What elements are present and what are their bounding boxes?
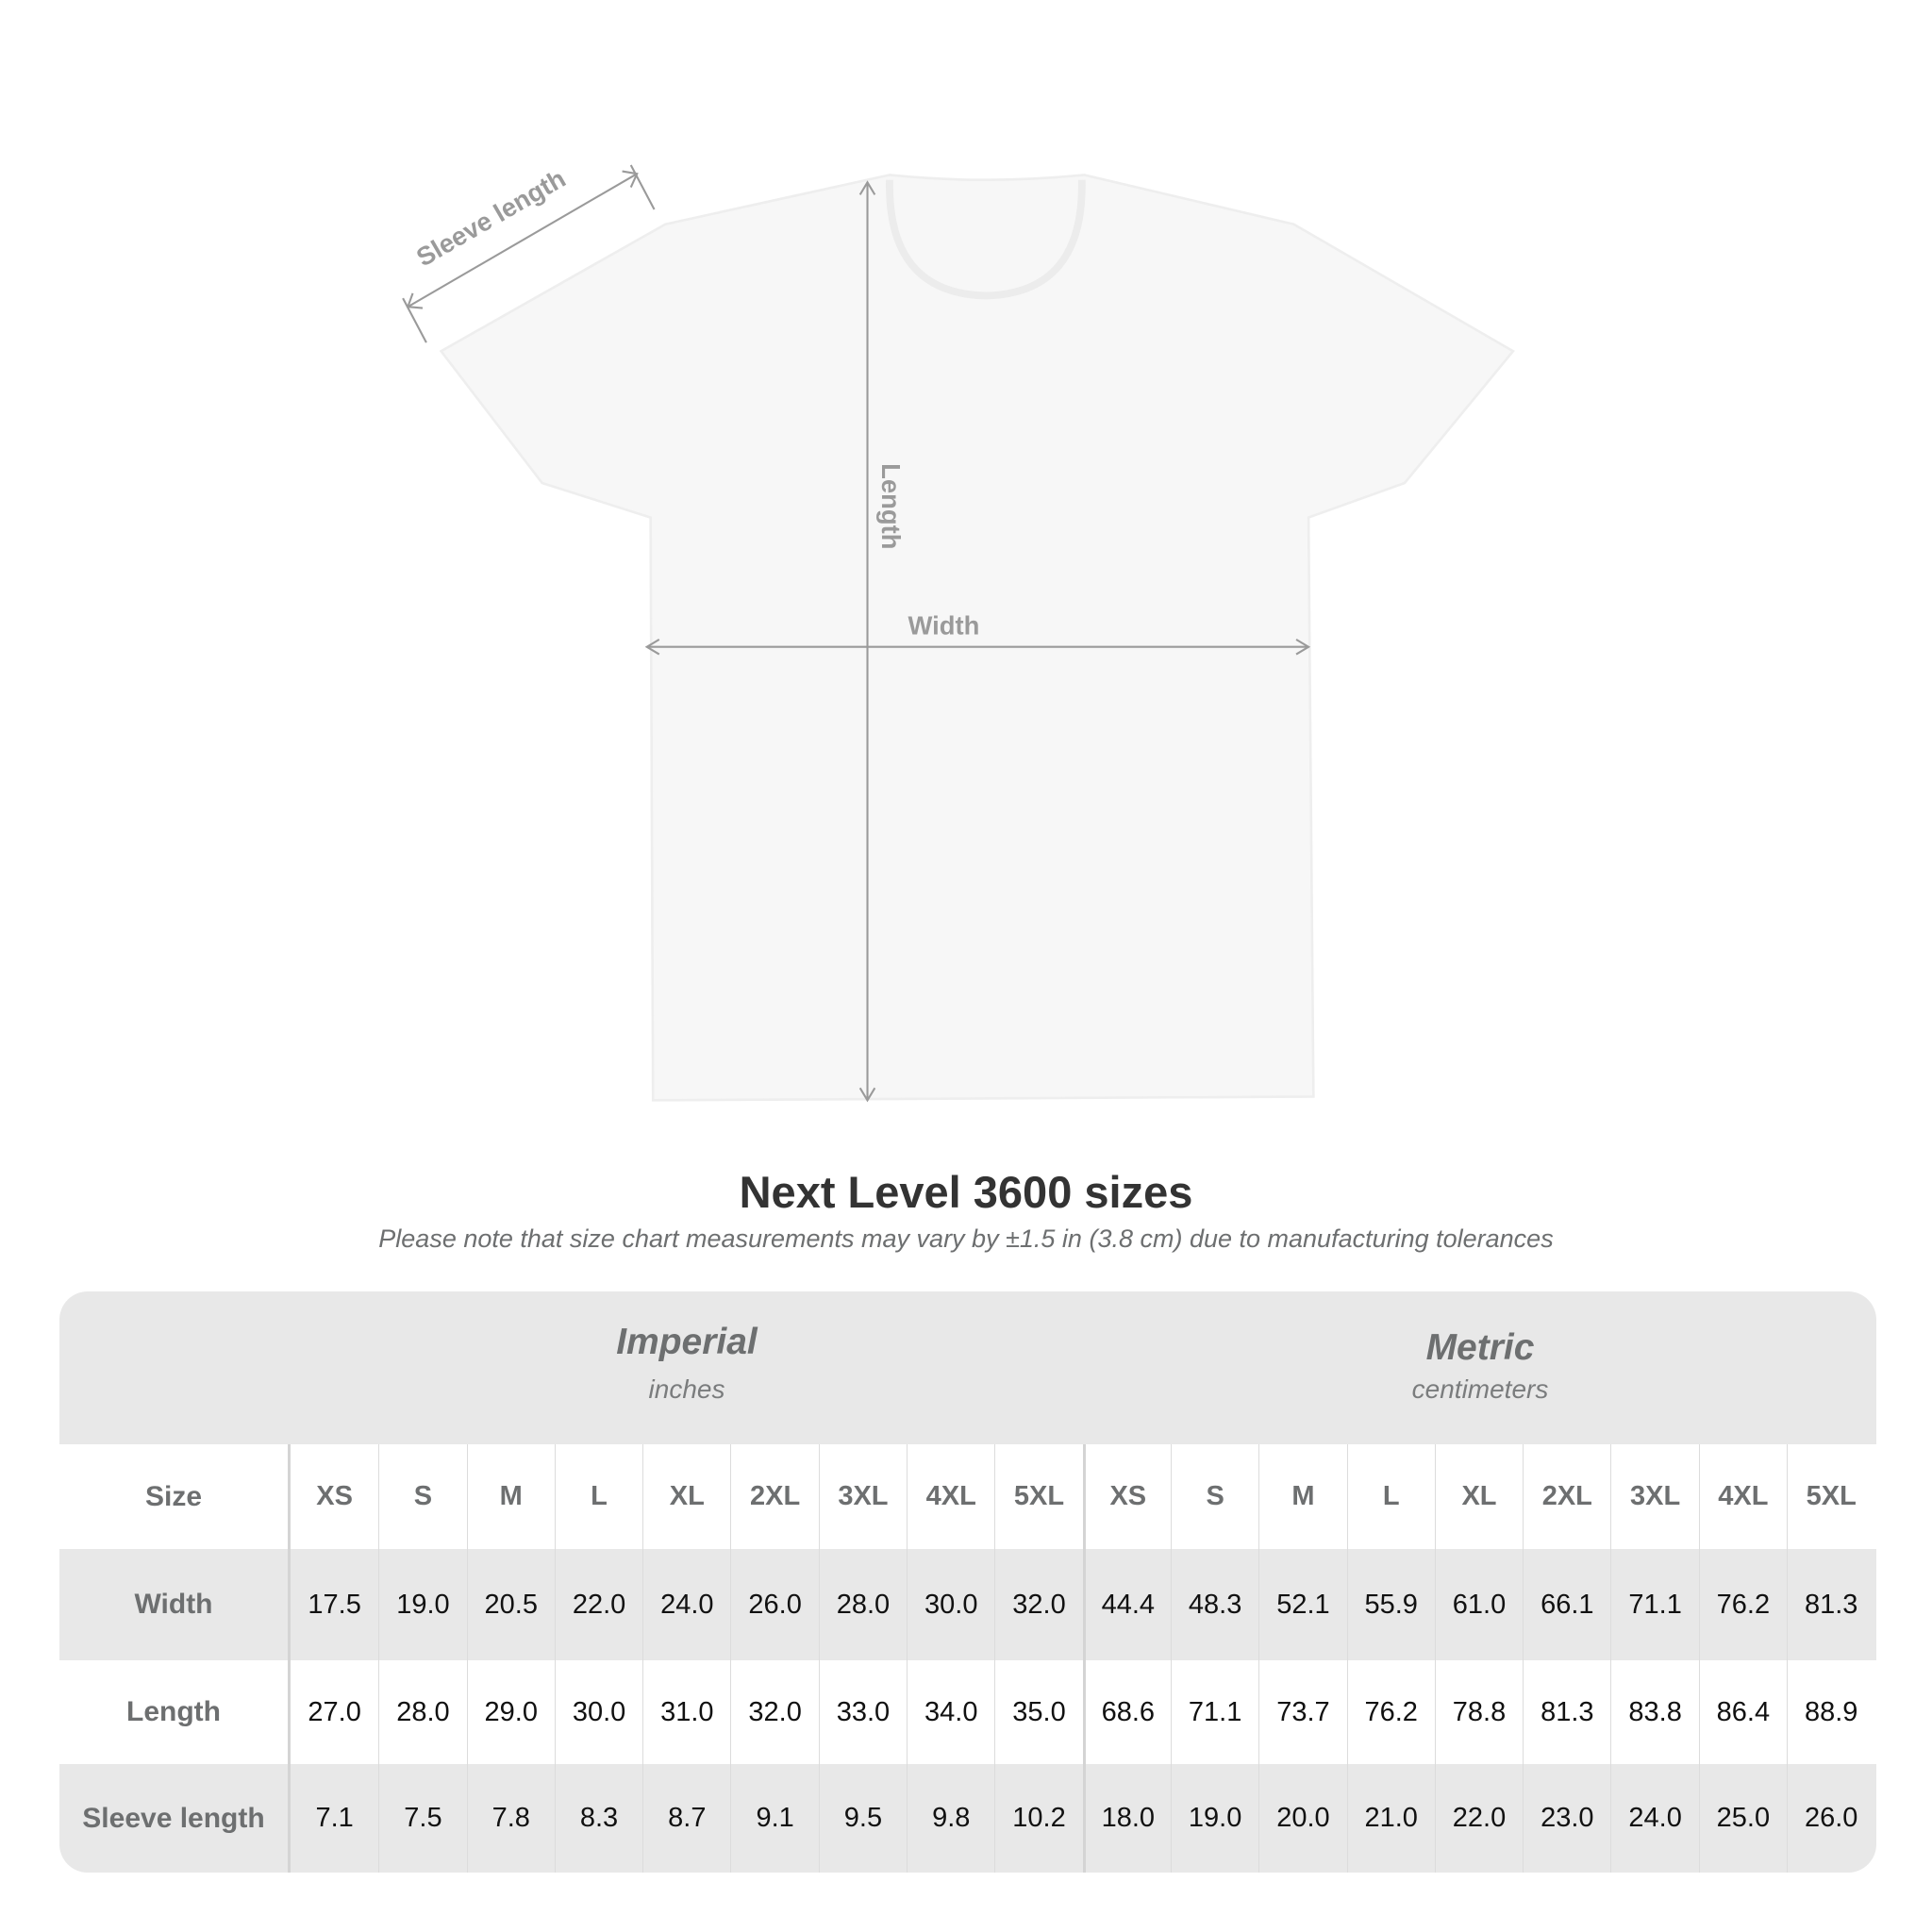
size-column-header: S <box>378 1444 466 1549</box>
metric-value-cell: 68.6 <box>1082 1660 1171 1764</box>
metric-value-cell: 73.7 <box>1258 1660 1346 1764</box>
size-column-header: XS <box>1082 1444 1171 1549</box>
page-title: Next Level 3600 sizes <box>739 1167 1193 1217</box>
metric-value-cell: 52.1 <box>1258 1549 1346 1660</box>
size-column-header: M <box>466 1444 555 1549</box>
metric-value-cell: 83.8 <box>1610 1660 1698 1764</box>
metric-value-cell: 26.0 <box>1787 1764 1874 1873</box>
size-column-header: 2XL <box>1523 1444 1610 1549</box>
sleeve-length-label: Sleeve length <box>411 163 571 272</box>
metric-value-cell: 76.2 <box>1346 1660 1435 1764</box>
metric-value-cell: 18.0 <box>1082 1764 1171 1873</box>
imperial-value-cell: 9.8 <box>907 1764 994 1873</box>
length-label: Length <box>876 463 906 549</box>
metric-value-cell: 44.4 <box>1082 1549 1171 1660</box>
imperial-value-cell: 33.0 <box>818 1660 907 1764</box>
imperial-value-cell: 7.5 <box>378 1764 466 1873</box>
imperial-value-cell: 29.0 <box>466 1660 555 1764</box>
size-column-header: XS <box>316 1481 353 1511</box>
size-column-header: L <box>554 1444 642 1549</box>
metric-value-cell: 81.3 <box>1523 1660 1610 1764</box>
metric-value-cell: 55.9 <box>1346 1549 1435 1660</box>
size-column-header: XL <box>1434 1444 1523 1549</box>
metric-value-cell: 21.0 <box>1346 1764 1435 1873</box>
sleeve-arrow <box>407 173 638 308</box>
metric-value-cell: 23.0 <box>1523 1764 1610 1873</box>
metric-value-cell: 25.0 <box>1698 1764 1787 1873</box>
imperial-title: Imperial <box>616 1322 758 1362</box>
size-column-header: 5XL <box>994 1444 1082 1549</box>
size-column-header: 5XL <box>1787 1444 1874 1549</box>
table-row: Length 27.0 28.0 29.0 30.0 31.0 32.0 33.0 34.0 35… <box>59 1660 1876 1764</box>
table-header-band <box>59 1291 1876 1444</box>
imperial-value-cell: 30.0 <box>907 1549 994 1660</box>
imperial-value-cell: 31.0 <box>642 1660 730 1764</box>
size-column-header: 3XL <box>818 1444 907 1549</box>
metric-value-cell: 61.0 <box>1434 1549 1523 1660</box>
imperial-value-cell: 8.3 <box>554 1764 642 1873</box>
imperial-value-cell: 24.0 <box>642 1549 730 1660</box>
imperial-value-cell: 32.0 <box>730 1660 818 1764</box>
metric-header: Metric centimeters <box>1084 1327 1876 1405</box>
tolerance-note: Please note that size chart measurements… <box>378 1224 1554 1253</box>
imperial-value-cell: 34.0 <box>907 1660 994 1764</box>
row-label: Length <box>59 1660 291 1764</box>
metric-value-cell: 19.0 <box>1170 1764 1258 1873</box>
size-column-header: XL <box>642 1444 730 1549</box>
imperial-value-cell: 32.0 <box>994 1549 1082 1660</box>
table-row: Sleeve length 7.1 7.5 7.8 8.3 8.7 9.1 9.5 9.8 10.… <box>59 1764 1876 1873</box>
imperial-value-cell: 8.7 <box>642 1764 730 1873</box>
metric-value-cell: 20.0 <box>1258 1764 1346 1873</box>
metric-value-cell: 86.4 <box>1698 1660 1787 1764</box>
width-label: Width <box>908 611 980 641</box>
imperial-value-cell: 7.8 <box>466 1764 555 1873</box>
metric-value-cell: 81.3 <box>1787 1549 1874 1660</box>
size-column-header: 3XL <box>1610 1444 1698 1549</box>
size-header-row: Size XS S M L XL 2XL 3XL 4XL 5XL XS S M L XL 2XL 3XL 4XL 5… <box>59 1444 1876 1549</box>
imperial-unit: inches <box>648 1374 725 1404</box>
size-column-header: L <box>1346 1444 1435 1549</box>
imperial-value-cell: 9.1 <box>730 1764 818 1873</box>
table-row: Width 17.5 19.0 20.5 22.0 24.0 26.0 28.0 30.0 32.… <box>59 1549 1876 1660</box>
imperial-header: Imperial inches <box>291 1322 1083 1405</box>
imperial-value-cell: 22.0 <box>554 1549 642 1660</box>
metric-value-cell: 66.1 <box>1523 1549 1610 1660</box>
metric-value-cell: 76.2 <box>1698 1549 1787 1660</box>
row-label: Width <box>59 1549 291 1660</box>
imperial-value-cell: 27.0 <box>308 1696 361 1727</box>
imperial-value-cell: 7.1 <box>315 1803 354 1833</box>
imperial-value-cell: 20.5 <box>466 1549 555 1660</box>
imperial-value-cell: 35.0 <box>994 1660 1082 1764</box>
size-column-header: M <box>1258 1444 1346 1549</box>
imperial-value-cell: 28.0 <box>378 1660 466 1764</box>
size-label: Size <box>59 1444 291 1549</box>
imperial-value-cell: 17.5 <box>308 1589 361 1620</box>
metric-value-cell: 22.0 <box>1434 1764 1523 1873</box>
size-column-header: 2XL <box>730 1444 818 1549</box>
size-column-header: S <box>1170 1444 1258 1549</box>
row-label: Sleeve length <box>59 1764 291 1873</box>
metric-value-cell: 78.8 <box>1434 1660 1523 1764</box>
tshirt-collar <box>886 179 1086 300</box>
imperial-value-cell: 9.5 <box>818 1764 907 1873</box>
metric-unit: centimeters <box>1411 1374 1549 1404</box>
size-column-header: 4XL <box>1698 1444 1787 1549</box>
metric-title: Metric <box>1425 1327 1535 1368</box>
metric-value-cell: 88.9 <box>1787 1660 1874 1764</box>
metric-value-cell: 71.1 <box>1610 1549 1698 1660</box>
imperial-value-cell: 28.0 <box>818 1549 907 1660</box>
metric-value-cell: 24.0 <box>1610 1764 1698 1873</box>
tshirt-shape <box>439 174 1515 1102</box>
size-table: Imperial inches Metric centimeters Size X… <box>59 1291 1876 1873</box>
metric-value-cell: 48.3 <box>1170 1549 1258 1660</box>
metric-value-cell: 71.1 <box>1170 1660 1258 1764</box>
imperial-value-cell: 10.2 <box>994 1764 1082 1873</box>
imperial-value-cell: 26.0 <box>730 1549 818 1660</box>
imperial-value-cell: 30.0 <box>554 1660 642 1764</box>
size-column-header: 4XL <box>907 1444 994 1549</box>
imperial-value-cell: 19.0 <box>378 1549 466 1660</box>
